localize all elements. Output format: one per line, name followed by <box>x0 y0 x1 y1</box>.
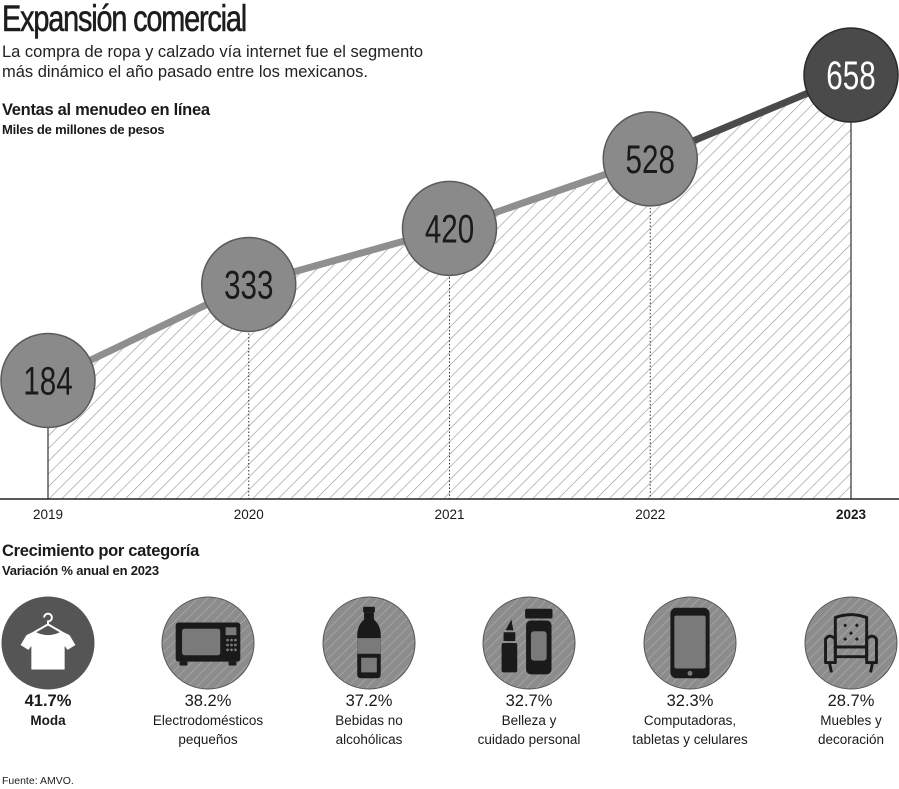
category-label-line-1: Muebles y <box>820 713 882 728</box>
category-icon-circle <box>804 596 898 690</box>
category-percent: 37.2% <box>345 692 393 710</box>
data-point <box>0 332 96 429</box>
source-note: Fuente: AMVO. <box>2 775 74 787</box>
x-tick-label: 2023 <box>836 507 867 522</box>
data-label: 658 <box>826 54 875 98</box>
category-label-line-1: Moda <box>30 713 66 728</box>
category-label-line-2: tabletas y celulares <box>632 732 748 747</box>
sales-area-chart: 184 333 420 528 658 2019 2020 2021 2022 2023 <box>0 27 899 522</box>
data-label: 528 <box>626 138 675 182</box>
category-label-line-2: pequeños <box>178 732 238 747</box>
bottle-icon <box>357 606 381 679</box>
lipstick-cream-icon <box>501 608 553 675</box>
data-point <box>602 111 698 207</box>
category-item: 32.3% Computadoras, tabletas y celulares <box>610 596 770 749</box>
category-item: 32.7% Belleza y cuidado personal <box>449 596 609 749</box>
armchair-icon <box>824 613 878 673</box>
data-label: 333 <box>224 263 273 307</box>
category-percent: 28.7% <box>827 692 875 710</box>
category-percent: 38.2% <box>184 692 232 710</box>
category-icon-circle <box>482 596 576 690</box>
category-icon-circle <box>643 596 737 690</box>
category-item: 38.2% Electrodomésticos pequeños <box>128 596 288 749</box>
category-label-line-2: decoración <box>817 732 885 747</box>
data-point <box>401 180 498 277</box>
category-label-line-2: cuidado personal <box>477 732 581 747</box>
category-section-title: Crecimiento por categoría <box>2 542 199 560</box>
microwave-icon <box>175 622 241 666</box>
category-percent: 41.7% <box>24 692 72 710</box>
data-point <box>201 236 297 333</box>
x-tick-label: 2021 <box>434 507 464 522</box>
subtitle-line-2: más dinámico el año pasado entre los mex… <box>2 63 368 81</box>
data-point <box>803 27 899 123</box>
category-percent: 32.7% <box>505 692 553 710</box>
category-percent: 32.3% <box>666 692 714 710</box>
x-tick-label: 2022 <box>635 507 665 522</box>
category-label-line-1: Belleza y <box>501 713 557 728</box>
category-label-line-1: Computadoras, <box>643 713 737 728</box>
category-item: 28.7% Muebles y decoración <box>771 596 899 749</box>
category-icon-circle <box>161 596 255 690</box>
category-icon-circle <box>1 596 95 690</box>
x-tick-label: 2019 <box>33 507 63 522</box>
category-label-line-1: Electrodomésticos <box>152 713 264 728</box>
tshirt-hanger-icon <box>20 612 76 670</box>
x-tick-label: 2020 <box>234 507 264 522</box>
data-label: 420 <box>425 207 474 251</box>
subtitle-line-1: La compra de ropa y calzado vía internet… <box>2 43 423 61</box>
category-item: 41.7% Moda <box>0 596 128 730</box>
category-label-line-2: alcohólicas <box>335 732 403 747</box>
category-icon-circle <box>322 596 416 690</box>
category-section-subtitle: Variación % anual en 2023 <box>2 563 159 578</box>
chart-unit-label: Miles de millones de pesos <box>2 122 165 137</box>
category-item: 37.2% Bebidas no alcohólicas <box>289 596 449 749</box>
chart-title: Ventas al menudeo en línea <box>2 101 210 119</box>
page-title: Expansión comercial <box>2 0 248 39</box>
smartphone-icon <box>670 607 710 679</box>
category-label-line-1: Bebidas no <box>335 713 403 728</box>
data-label: 184 <box>23 359 72 403</box>
